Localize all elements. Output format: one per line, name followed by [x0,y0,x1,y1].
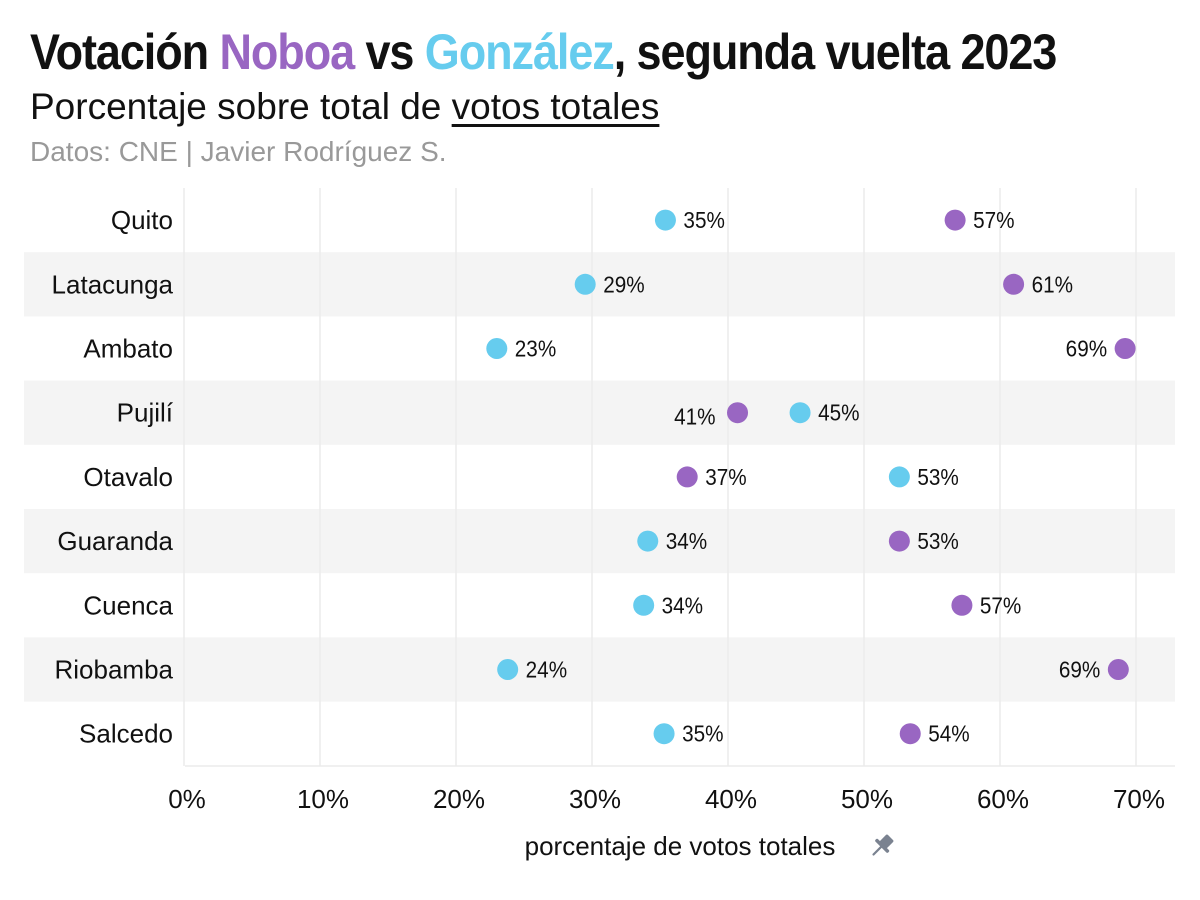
category-label: Quito [111,205,173,235]
pin-icon-needle [872,845,883,856]
x-tick-label: 60% [977,784,1029,814]
x-tick-label: 30% [569,784,621,814]
data-label-noboa: 61% [1032,271,1073,297]
point-noboa [888,530,910,552]
title-part-2: vs [354,24,425,80]
chart-subtitle: Porcentaje sobre total de votos totales [30,86,659,129]
category-label: Ambato [83,334,173,364]
data-label-gonzalez: 29% [603,271,644,297]
point-noboa [1003,273,1025,295]
data-label-gonzalez: 34% [666,528,707,554]
point-gonzalez [637,530,659,552]
point-gonzalez [486,338,508,359]
row-band [24,637,1175,702]
data-label-gonzalez: 24% [526,656,567,682]
category-label: Guaranda [57,526,173,556]
data-label-gonzalez: 34% [662,592,703,618]
data-label-gonzalez: 35% [683,207,724,233]
title-part-3: , segunda vuelta 2023 [613,24,1058,80]
point-gonzalez [633,594,655,616]
row-bands [24,252,1175,702]
x-axis-label: porcentaje de votos totales [525,831,836,861]
point-noboa [1114,338,1136,359]
point-noboa [899,723,921,745]
category-label: Latacunga [52,269,174,299]
point-noboa [944,209,966,231]
category-labels: Quito Latacunga Ambato Pujilí Otavalo Guarand… [52,205,174,749]
point-noboa [676,466,698,488]
data-label-noboa: 53% [917,528,958,554]
x-tick-label: 40% [705,784,757,814]
x-axis-ticks: 0% 10% 20% 30% 40% 50% 60% 70% [168,784,1165,814]
x-tick-label: 0% [168,784,206,814]
point-gonzalez [653,723,675,745]
data-label-gonzalez: 53% [917,464,958,490]
data-label-gonzalez: 35% [682,721,723,747]
title-gonzalez: González [424,24,615,80]
data-label-noboa: 54% [928,721,969,747]
point-noboa [951,594,973,616]
row-band [24,509,1175,574]
title-noboa: Noboa [219,24,355,80]
row-band [24,380,1175,445]
category-label: Otavalo [83,462,173,492]
pin-icon [872,834,894,856]
point-gonzalez [497,659,519,680]
data-label-noboa: 57% [973,207,1014,233]
category-label: Pujilí [117,398,174,428]
category-label: Cuenca [83,590,173,620]
data-label-noboa: 69% [1059,656,1100,682]
x-tick-label: 70% [1113,784,1165,814]
x-tick-label: 50% [841,784,893,814]
point-noboa [727,402,749,424]
category-label: Riobamba [54,655,173,685]
point-noboa [1107,659,1129,680]
chart-title: Votación Noboa vs González, segunda vuel… [30,24,1058,82]
title-part-1: Votación [30,24,220,80]
point-gonzalez [888,466,910,488]
pin-icon-base [875,838,890,853]
x-tick-label: 10% [297,784,349,814]
chart-caption: Datos: CNE | Javier Rodríguez S. [30,136,447,167]
row-band [24,252,1175,317]
point-gonzalez [789,402,811,424]
point-gonzalez [574,273,596,295]
data-label-gonzalez: 23% [515,335,556,361]
x-tick-label: 20% [433,784,485,814]
subtitle-part-1: Porcentaje sobre total de [30,86,452,127]
data-points: 57% 35% 61% 29% 69% 23% 41% 45% 37% 53% 53% 34% 57% 3… [486,207,1136,747]
data-label-noboa: 41% [674,404,715,430]
data-label-gonzalez: 45% [818,400,859,426]
category-label: Salcedo [79,719,173,749]
data-label-noboa: 57% [980,592,1021,618]
data-label-noboa: 69% [1066,335,1107,361]
grid-lines [183,188,1175,767]
point-gonzalez [654,209,676,231]
subtitle-underlined: votos totales [451,86,660,127]
data-label-noboa: 37% [705,464,746,490]
